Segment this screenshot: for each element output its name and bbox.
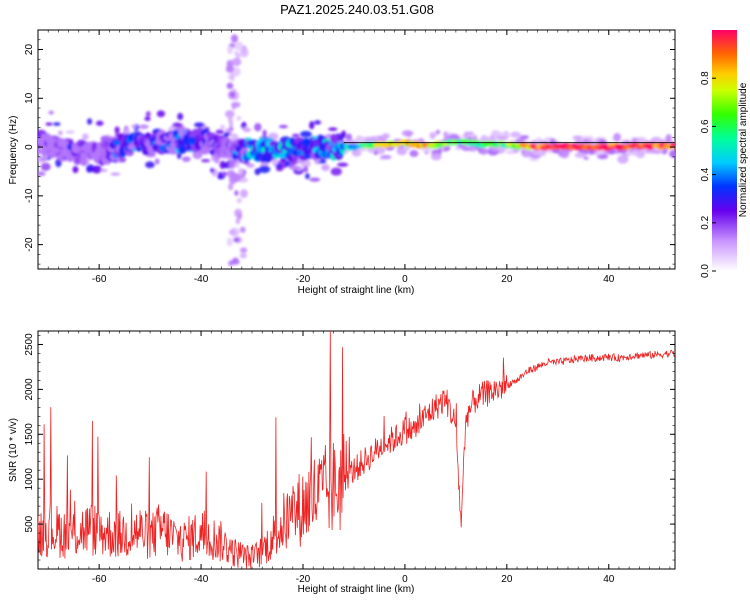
y-tick-label: 500 [24, 515, 35, 532]
x-tick-label: 40 [603, 574, 615, 585]
snr-panel: -60 -40 -20 0 20 40 500 1000 1500 2000 2500 Height… [8, 330, 676, 595]
colorbar: 0.0 0.2 0.4 0.6 0.8 Normalized spectral ampl… [700, 30, 749, 278]
spectrogram-ticks: -60 -40 -20 0 20 40 -20 -10 0 10 20 [24, 29, 675, 285]
y-tick-label: 10 [24, 92, 35, 104]
y-tick-label: 1500 [24, 423, 35, 446]
colorbar-tick-label: 0.6 [700, 119, 711, 133]
snr-ylabel: SNR (10 * v/v) [8, 418, 19, 482]
figure-title: PAZ1.2025.240.03.51.G08 [280, 2, 434, 17]
x-tick-label: -40 [194, 574, 209, 585]
spectrogram-panel: -60 -40 -20 0 20 40 -20 -10 0 10 20 Height of stra… [8, 29, 676, 296]
colorbar-tick-label: 0.0 [700, 264, 711, 278]
x-tick-label: 40 [603, 274, 615, 285]
x-tick-label: 0 [402, 574, 408, 585]
colorbar-tick-label: 0.4 [700, 167, 711, 181]
y-tick-label: -10 [24, 188, 35, 203]
spectrogram-ylabel: Frequency (Hz) [8, 116, 19, 185]
spectrogram-blobs [38, 34, 675, 267]
x-tick-label: -20 [296, 274, 311, 285]
colorbar-label: Normalized spectral amplitude [738, 82, 749, 217]
colorbar-ticks: 0.0 0.2 0.4 0.6 0.8 [700, 71, 716, 278]
x-tick-label: 0 [402, 274, 408, 285]
colorbar-tick-label: 0.8 [700, 71, 711, 85]
x-tick-label: -60 [92, 574, 107, 585]
x-tick-label: -40 [194, 274, 209, 285]
y-tick-label: 2000 [24, 378, 35, 401]
y-tick-label: 1000 [24, 468, 35, 491]
y-tick-label: 0 [24, 144, 35, 150]
snr-ticks: -60 -40 -20 0 20 40 500 1000 1500 2000 2500 [24, 331, 675, 585]
snr-frame [37, 330, 676, 570]
snr-xlabel: Height of straight line (km) [298, 584, 415, 595]
x-tick-label: -60 [92, 274, 107, 285]
x-tick-label: -20 [296, 574, 311, 585]
colorbar-gradient [712, 30, 737, 271]
x-tick-label: 20 [501, 274, 513, 285]
spectrogram-xlabel: Height of straight line (km) [298, 285, 415, 296]
x-tick-label: 20 [501, 574, 513, 585]
snr-series-line [38, 331, 675, 569]
y-tick-label: 2500 [24, 333, 35, 356]
colorbar-tick-label: 0.2 [700, 215, 711, 229]
y-tick-label: 20 [24, 44, 35, 56]
y-tick-label: -20 [24, 237, 35, 252]
